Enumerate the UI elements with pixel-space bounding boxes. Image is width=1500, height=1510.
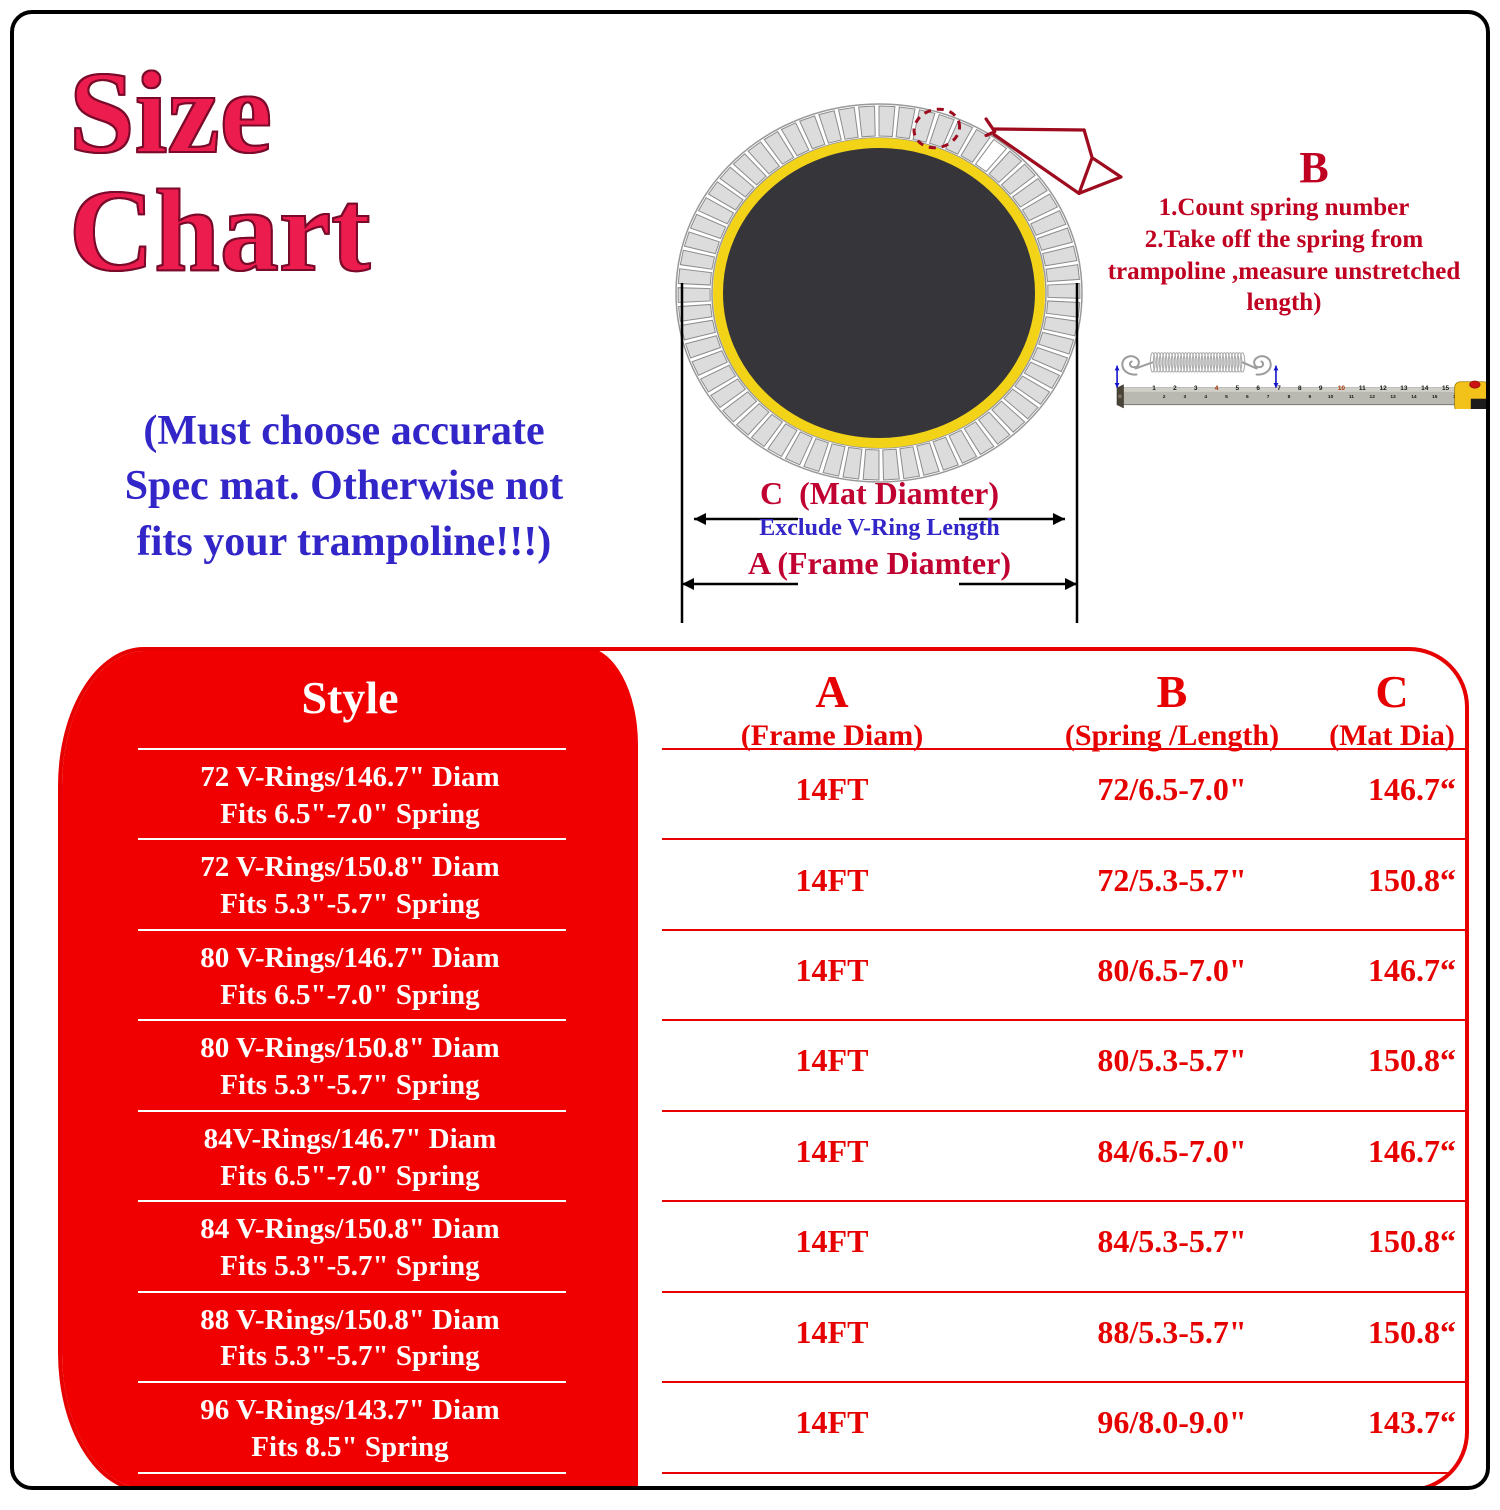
svg-text:9: 9	[1308, 394, 1311, 400]
svg-text:3: 3	[1184, 394, 1187, 400]
svg-text:7: 7	[1267, 394, 1270, 400]
svg-text:2: 2	[1163, 394, 1166, 400]
svg-text:6: 6	[1246, 394, 1249, 400]
svg-text:12: 12	[1370, 394, 1376, 400]
svg-text:2: 2	[1173, 385, 1177, 392]
svg-text:12: 12	[1379, 385, 1387, 392]
svg-text:15: 15	[1442, 385, 1450, 392]
svg-text:5: 5	[1225, 394, 1228, 400]
svg-text:10: 10	[1338, 385, 1346, 392]
svg-text:7: 7	[1277, 385, 1281, 392]
svg-text:5: 5	[1236, 385, 1240, 392]
svg-text:4: 4	[1215, 385, 1219, 392]
svg-text:6: 6	[1256, 385, 1260, 392]
svg-text:14: 14	[1411, 394, 1417, 400]
svg-text:9: 9	[1319, 385, 1323, 392]
svg-text:15: 15	[1432, 394, 1438, 400]
svg-text:8: 8	[1288, 394, 1291, 400]
svg-text:3: 3	[1194, 385, 1198, 392]
svg-text:1: 1	[1152, 385, 1156, 392]
svg-text:11: 11	[1349, 394, 1354, 400]
svg-text:10: 10	[1328, 394, 1334, 400]
svg-text:11: 11	[1359, 385, 1366, 392]
svg-text:13: 13	[1390, 394, 1396, 400]
svg-text:8: 8	[1298, 385, 1302, 392]
svg-text:13: 13	[1400, 385, 1408, 392]
svg-text:14: 14	[1421, 385, 1429, 392]
svg-text:4: 4	[1204, 394, 1207, 400]
